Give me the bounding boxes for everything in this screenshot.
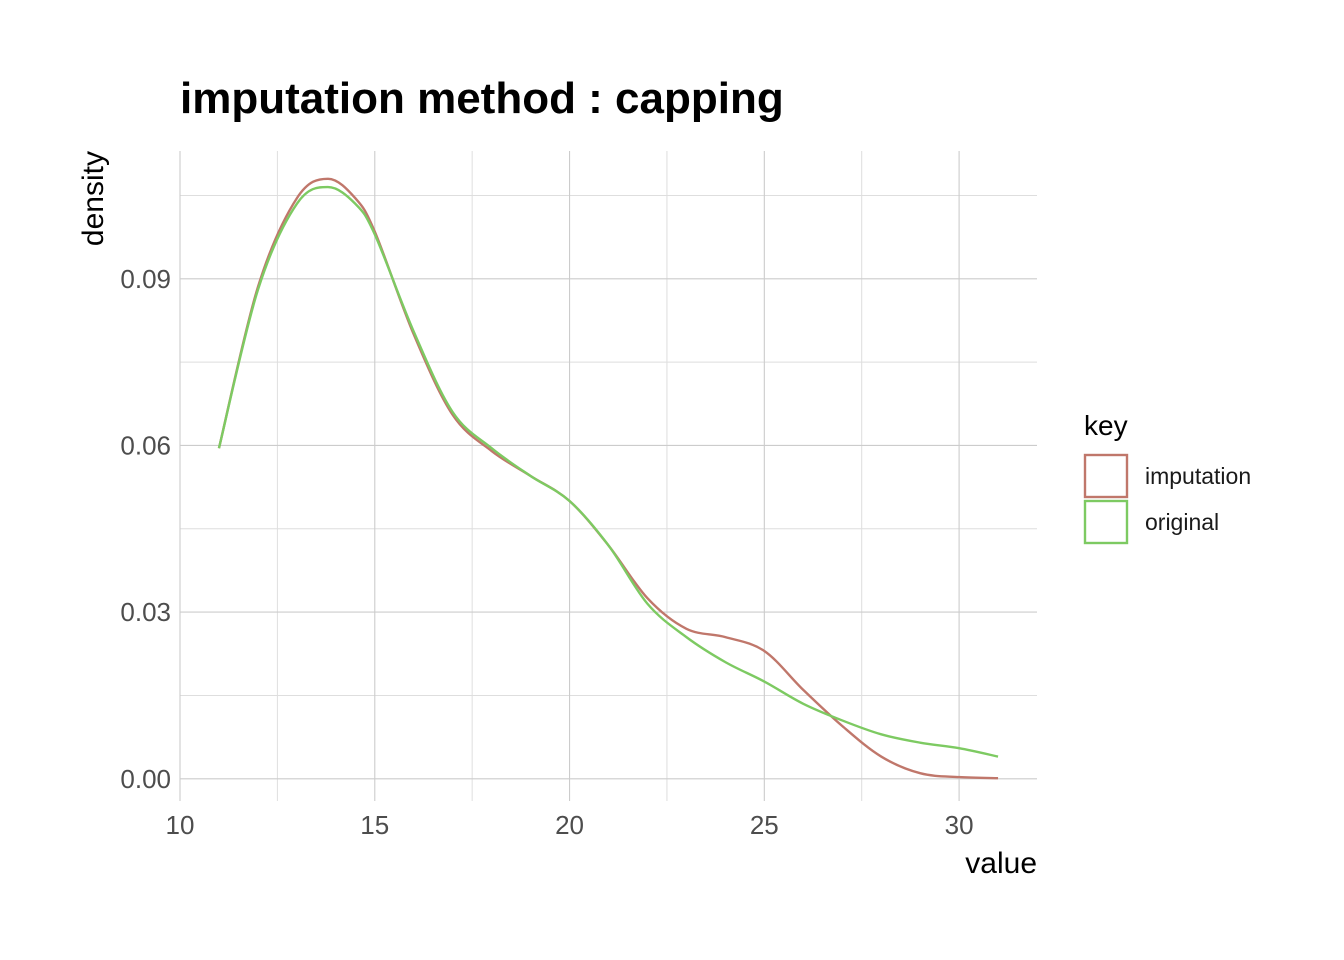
- x-axis-title: value: [965, 847, 1037, 880]
- series-line-original: [217, 185, 999, 758]
- legend-label-original: original: [1145, 509, 1219, 535]
- legend-items: imputation original: [1083, 453, 1251, 545]
- x-tick-label: 25: [750, 810, 779, 840]
- legend-label-imputation: imputation: [1145, 463, 1251, 489]
- y-axis-ticks: 0.00 0.03 0.06 0.09: [120, 264, 171, 794]
- legend-key-imputation: [1083, 453, 1129, 499]
- x-tick-label: 15: [360, 810, 389, 840]
- chart-title: imputation method : capping: [180, 74, 784, 123]
- x-axis-ticks: 10 15 20 25 30: [166, 810, 974, 840]
- legend: key imputation original: [1083, 410, 1251, 545]
- x-tick-label: 20: [555, 810, 584, 840]
- y-tick-label: 0.03: [120, 597, 171, 627]
- series-line-imputation: [217, 177, 999, 780]
- y-axis-title: density: [77, 151, 110, 246]
- y-tick-label: 0.09: [120, 264, 171, 294]
- series-lines: [217, 177, 999, 780]
- legend-title: key: [1084, 410, 1128, 441]
- y-tick-label: 0.00: [120, 764, 171, 794]
- grid: [179, 151, 1037, 801]
- legend-key-original: [1083, 499, 1129, 545]
- x-tick-label: 30: [945, 810, 974, 840]
- y-tick-label: 0.06: [120, 430, 171, 460]
- x-tick-label: 10: [166, 810, 195, 840]
